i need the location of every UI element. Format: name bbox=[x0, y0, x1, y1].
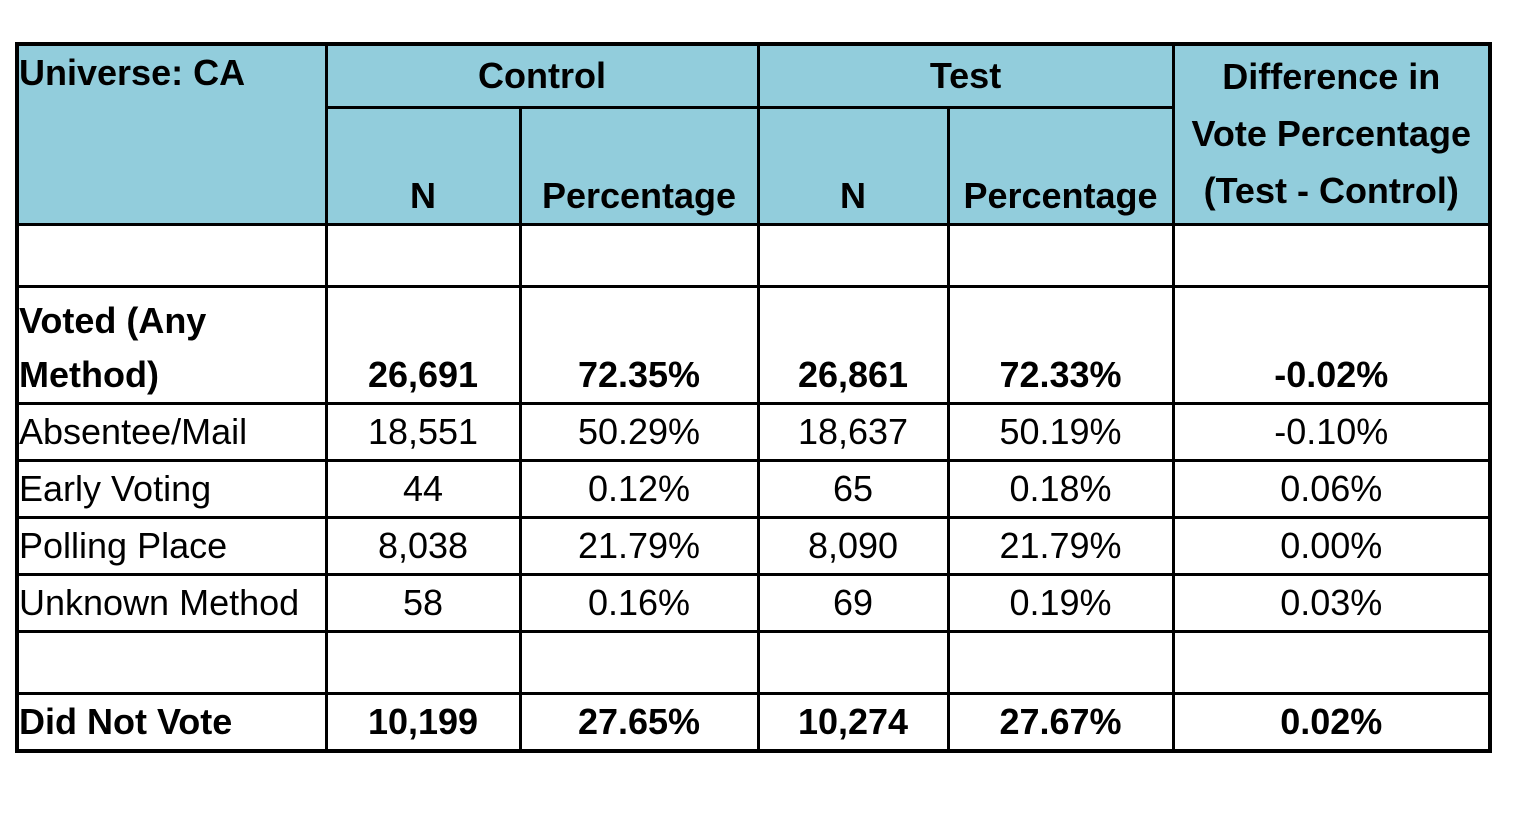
test-pct-header-cell: Percentage bbox=[946, 105, 1175, 226]
empty-cell bbox=[518, 222, 760, 288]
test-n-cell: 10,274 bbox=[756, 691, 950, 752]
control-n-cell: 26,691 bbox=[324, 284, 522, 405]
empty-cell bbox=[756, 629, 950, 695]
control-n-cell: 44 bbox=[324, 458, 522, 519]
control-n-cell: 58 bbox=[324, 572, 522, 633]
empty-cell bbox=[324, 222, 522, 288]
row-label-cell: Did Not Vote bbox=[15, 691, 328, 752]
empty-cell bbox=[756, 222, 950, 288]
row-absentee-mail: Absentee/Mail 18,551 50.29% 18,637 50.19… bbox=[15, 401, 1492, 462]
row-label-cell: Polling Place bbox=[15, 515, 328, 576]
empty-cell bbox=[324, 629, 522, 695]
control-pct-header-cell: Percentage bbox=[518, 105, 760, 226]
difference-header-line3: (Test - Control) bbox=[1203, 169, 1459, 211]
difference-header-line2: Vote Percentage bbox=[1191, 112, 1471, 154]
difference-cell: 0.03% bbox=[1171, 572, 1492, 633]
universe-header-cell: Universe: CA bbox=[15, 42, 328, 226]
difference-header-cell: Difference in Vote Percentage (Test - Co… bbox=[1171, 42, 1492, 226]
test-n-cell: 69 bbox=[756, 572, 950, 633]
difference-header-line1: Difference in bbox=[1222, 55, 1441, 97]
difference-cell: 0.02% bbox=[1171, 691, 1492, 752]
spacer-row bbox=[15, 629, 1492, 695]
test-pct-cell: 50.19% bbox=[946, 401, 1175, 462]
control-pct-cell: 0.16% bbox=[518, 572, 760, 633]
header-row-measures: N Percentage N Percentage bbox=[17, 105, 1490, 226]
row-label-cell: Early Voting bbox=[15, 458, 328, 519]
difference-cell: 0.06% bbox=[1171, 458, 1492, 519]
control-pct-cell: 50.29% bbox=[518, 401, 760, 462]
row-polling-place: Polling Place 8,038 21.79% 8,090 21.79% … bbox=[15, 515, 1492, 576]
row-label-cell: Unknown Method bbox=[15, 572, 328, 633]
empty-cell bbox=[946, 222, 1175, 288]
test-pct-cell: 72.33% bbox=[946, 284, 1175, 405]
test-n-cell: 18,637 bbox=[756, 401, 950, 462]
row-early-voting: Early Voting 44 0.12% 65 0.18% 0.06% bbox=[15, 458, 1492, 519]
difference-cell: 0.00% bbox=[1171, 515, 1492, 576]
header-row-groups: Universe: CA Control Test Difference in … bbox=[15, 42, 1492, 226]
control-pct-cell: 21.79% bbox=[518, 515, 760, 576]
results-table: Universe: CA Control Test Difference in … bbox=[15, 42, 1493, 753]
difference-cell: -0.02% bbox=[1171, 284, 1492, 405]
control-group-header-cell: Control bbox=[324, 42, 760, 109]
test-n-cell: 65 bbox=[756, 458, 950, 519]
control-n-header-cell: N bbox=[324, 105, 522, 226]
test-n-cell: 8,090 bbox=[756, 515, 950, 576]
test-n-cell: 26,861 bbox=[756, 284, 950, 405]
test-pct-cell: 21.79% bbox=[946, 515, 1175, 576]
row-did-not-vote: Did Not Vote 10,199 27.65% 10,274 27.67%… bbox=[15, 691, 1492, 752]
test-pct-cell: 0.18% bbox=[946, 458, 1175, 519]
empty-cell bbox=[15, 222, 328, 288]
row-label-cell: Voted (Any Method) bbox=[15, 284, 328, 405]
control-pct-cell: 27.65% bbox=[518, 691, 760, 752]
test-group-header-cell: Test bbox=[756, 42, 1175, 109]
test-n-header-cell: N bbox=[756, 105, 950, 226]
difference-cell: -0.10% bbox=[1171, 401, 1492, 462]
row-label-cell: Absentee/Mail bbox=[15, 401, 328, 462]
spacer-row bbox=[15, 222, 1492, 288]
row-unknown-method: Unknown Method 58 0.16% 69 0.19% 0.03% bbox=[15, 572, 1492, 633]
empty-cell bbox=[1171, 222, 1492, 288]
test-pct-cell: 0.19% bbox=[946, 572, 1175, 633]
empty-cell bbox=[518, 629, 760, 695]
control-pct-cell: 0.12% bbox=[518, 458, 760, 519]
test-pct-cell: 27.67% bbox=[946, 691, 1175, 752]
control-n-cell: 18,551 bbox=[324, 401, 522, 462]
empty-cell bbox=[946, 629, 1175, 695]
empty-cell bbox=[15, 629, 328, 695]
row-voted-any-method: Voted (Any Method) 26,691 72.35% 26,861 … bbox=[15, 284, 1492, 405]
control-pct-cell: 72.35% bbox=[518, 284, 760, 405]
empty-cell bbox=[1171, 629, 1492, 695]
control-n-cell: 8,038 bbox=[324, 515, 522, 576]
control-n-cell: 10,199 bbox=[324, 691, 522, 752]
